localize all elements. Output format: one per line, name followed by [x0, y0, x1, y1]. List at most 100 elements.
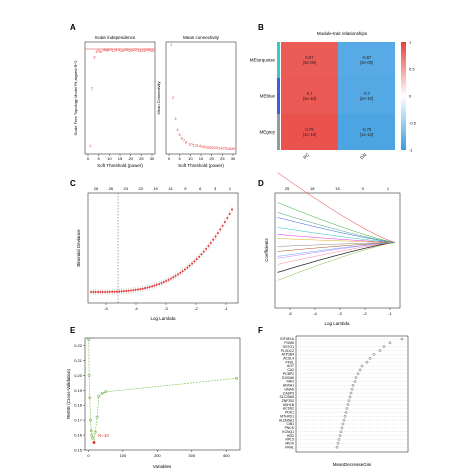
panel-d-path	[277, 202, 396, 243]
panel-d-xtick-label: -2	[363, 311, 367, 316]
panel-e-xlabel: Variables	[153, 464, 172, 469]
panel-a-left-xtick-label: 25	[139, 156, 144, 161]
panel-c-top-tick: 19	[153, 186, 158, 191]
panel-e-xtick-label: 0	[87, 453, 90, 458]
panel-c-top-ticks: 26 26 23 23 19 14 9 6 3 1	[94, 186, 232, 191]
panel-c-point	[115, 290, 118, 293]
panel-d-path	[277, 234, 396, 243]
panel-a-right-point: 3	[174, 116, 177, 121]
panel-a-left-point: 9	[106, 48, 109, 53]
panel-c-point	[193, 260, 196, 263]
panel-e-series	[87, 338, 239, 444]
panel-d-path	[277, 242, 396, 259]
panel-c-point	[158, 282, 161, 285]
panel-c-point	[160, 282, 163, 285]
panel-d-path	[277, 212, 396, 243]
panel-d-xtick-label: -5	[288, 311, 292, 316]
panel-c-top-tick: 23	[124, 186, 129, 191]
panel-a-right-point: 20	[209, 145, 214, 150]
panel-a-right-point: 22	[214, 145, 219, 150]
panel-a-left-xtick-label: 5	[98, 156, 101, 161]
panel-b-row-label: MEturquoise	[250, 58, 276, 63]
panel-c-point	[153, 284, 156, 287]
panel-b-scale-ticks: 1 0.5 0 -0.5 -1	[409, 40, 417, 153]
panel-label-c: C	[70, 179, 76, 188]
panel-b-cell-value: -0.67	[362, 55, 372, 60]
panel-c-point	[90, 291, 92, 293]
panel-e-point	[100, 391, 104, 395]
panel-e-point	[89, 418, 92, 422]
panel-c-point	[111, 290, 114, 293]
panel-e-point	[91, 436, 95, 440]
panel-a-left-point: 26	[141, 48, 146, 53]
panel-f-point	[337, 438, 341, 441]
panel-d-top-tick: 1	[387, 186, 390, 191]
panel-b-cell	[281, 42, 338, 78]
panel-e-ylabel: RMSE (Cross-Validation)	[66, 369, 71, 419]
panel-f-gene-label: FMO	[286, 380, 294, 384]
panel-e-ytick-label: 0.18	[74, 403, 83, 408]
panel-f-point	[358, 368, 362, 372]
panel-c-point	[97, 290, 100, 293]
panel-f-gene-label: ALDH9A1	[279, 418, 294, 422]
panel-c-point	[137, 288, 139, 291]
panel-f-gene-label: S100A6	[282, 376, 294, 380]
panel-b-row-color	[277, 42, 280, 78]
panel-c-point	[219, 228, 222, 231]
panel-f-point	[351, 384, 355, 387]
panel-e-point	[88, 396, 92, 400]
panel-a-left-point: 10	[107, 47, 112, 52]
panel-f-gene-label: PDK1	[285, 411, 294, 415]
panel-e-point	[104, 390, 108, 394]
panel-c-point	[94, 290, 97, 293]
panel-a-left-point: 14	[116, 47, 121, 52]
panel-a-right-point: 7	[183, 137, 186, 142]
panel-b-cell-value: -0.79	[362, 127, 372, 132]
panel-a-left-ylabel: Scale Free Topology Model Fit,signed R^2	[73, 60, 78, 136]
panel-c-point	[108, 290, 111, 293]
panel-c-point	[186, 266, 189, 269]
panel-f-gene-label: PLXDC2	[281, 349, 294, 353]
panel-c-xlabel: Log Lambda	[150, 316, 176, 321]
panel-a-left-point: 5	[98, 48, 101, 53]
panel-c-curve	[90, 206, 233, 295]
panel-c-point	[139, 288, 142, 291]
panel-f-point	[356, 372, 360, 376]
panel-a-left-point: 6	[100, 49, 103, 54]
panel-a-left-point: 8	[104, 47, 107, 52]
panel-c-point	[122, 290, 125, 293]
panel-e-point	[90, 433, 94, 437]
panel-f-gene-label: MIOX	[285, 441, 294, 445]
panel-b-row-color	[277, 114, 280, 150]
panel-f-gene-label: AGT	[287, 364, 294, 368]
panel-c-top-tick: 26	[109, 186, 114, 191]
panel-b-cell-pvalue: (2e-10)	[360, 96, 374, 101]
panel-b-row-color	[277, 78, 280, 114]
panel-c-point	[129, 289, 132, 292]
panel-f-gene-label: MTHFD1	[280, 414, 294, 418]
panel-c-point	[104, 290, 107, 293]
panel-f-point	[338, 434, 342, 437]
panel-f-gene-label: GNAS	[284, 387, 294, 391]
panel-f-gene-label: ACSS2	[283, 407, 294, 411]
panel-f-point	[336, 441, 340, 445]
panel-c-point	[195, 258, 198, 261]
panel-a-left-xtick-label: 30	[150, 156, 155, 161]
panel-d-path	[277, 242, 396, 281]
panel-c-point	[132, 289, 135, 292]
panel-a-right-point: 18	[205, 144, 210, 149]
panel-c-point	[181, 270, 184, 273]
panel-a-right-xticks: 0 5 10 15 20 25 30	[168, 154, 236, 161]
panel-c-point	[223, 220, 226, 223]
panel-b-scale-tick: -1	[409, 148, 413, 153]
panel-f-point	[368, 356, 372, 360]
panel-b-cell	[338, 42, 395, 78]
panel-a-right-point: 24	[218, 145, 223, 150]
panel-b: B Module-trait relationships MEturquoise…	[250, 23, 417, 160]
panel-c-point	[99, 290, 102, 293]
panel-b-col-label: DN	[359, 152, 367, 160]
panel-f-gene-label: EIF4E1A	[280, 337, 294, 341]
panel-f-point	[340, 426, 344, 430]
